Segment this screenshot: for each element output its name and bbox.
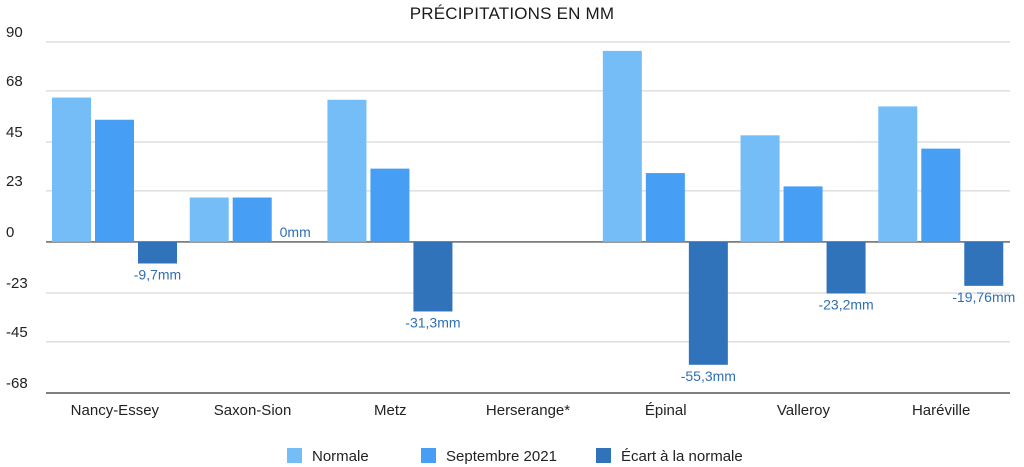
data-label: -19,76mm — [952, 289, 1015, 305]
legend-label: Septembre 2021 — [446, 448, 557, 465]
bar-septembre-2021-saxon-sion — [232, 197, 272, 242]
legend-swatch-septembre-2021 — [421, 448, 436, 463]
x-category-label: Herserange* — [486, 402, 570, 419]
y-tick-label: -68 — [6, 375, 28, 392]
bar-normale-epinal — [602, 50, 642, 242]
data-labels: -9,7mm 0mm -31,3mm -55,3mm -23,2mm -19,76mm — [134, 224, 1016, 384]
bar-septembre-2021-epinal — [645, 173, 685, 242]
bar-ecart-a-la-normale-epinal — [688, 241, 728, 365]
y-tick-label: 45 — [6, 124, 23, 141]
bar-septembre-2021-nancy-essey — [95, 119, 134, 242]
data-label: -9,7mm — [134, 266, 181, 282]
x-category-label: Metz — [374, 402, 407, 419]
y-tick-label: -45 — [6, 324, 28, 341]
data-label: -31,3mm — [405, 314, 460, 330]
x-category-label: Nancy-Essey — [71, 402, 160, 419]
bar-ecart-a-la-normale-metz — [413, 241, 453, 312]
bar-normale-saxon-sion — [189, 197, 229, 242]
bar-ecart-a-la-normale-hareville — [964, 241, 1004, 286]
bars — [52, 50, 1004, 365]
x-category-label: Épinal — [645, 402, 687, 419]
bar-septembre-2021-hareville — [921, 148, 961, 242]
bar-normale-metz — [327, 99, 367, 242]
data-label: 0mm — [280, 224, 311, 240]
y-tick-label: 0 — [6, 224, 14, 241]
legend-label: Écart à la normale — [621, 448, 743, 465]
legend-swatch-ecart-a-la-normale — [596, 448, 611, 463]
x-axis-categories: Nancy-Essey Saxon-Sion Metz Herserange* Épin… — [71, 402, 971, 419]
data-label: -55,3mm — [681, 368, 736, 384]
legend-swatch-normale — [287, 448, 302, 463]
bar-normale-nancy-essey — [52, 97, 91, 242]
chart-title: PRÉCIPITATIONS EN MM — [409, 4, 615, 23]
x-category-label: Haréville — [912, 402, 970, 419]
bar-septembre-2021-valleroy — [783, 186, 823, 242]
x-category-label: Valleroy — [777, 402, 831, 419]
legend: Normale Septembre 2021 Écart à la normale — [287, 448, 743, 465]
bar-septembre-2021-metz — [370, 168, 410, 242]
y-tick-label: 90 — [6, 24, 23, 41]
x-category-label: Saxon-Sion — [214, 402, 292, 419]
legend-label: Normale — [312, 448, 369, 465]
bar-normale-valleroy — [740, 135, 780, 242]
gridlines — [46, 41, 1010, 394]
y-tick-label: 23 — [6, 173, 23, 190]
y-axis-ticks: 90 68 45 23 0 -23 -45 -68 — [6, 24, 28, 392]
bar-normale-hareville — [878, 106, 918, 242]
bar-ecart-a-la-normale-valleroy — [826, 241, 866, 294]
bar-ecart-a-la-normale-nancy-essey — [138, 241, 177, 264]
data-label: -23,2mm — [818, 296, 873, 312]
y-tick-label: 68 — [6, 73, 23, 90]
y-tick-label: -23 — [6, 275, 28, 292]
